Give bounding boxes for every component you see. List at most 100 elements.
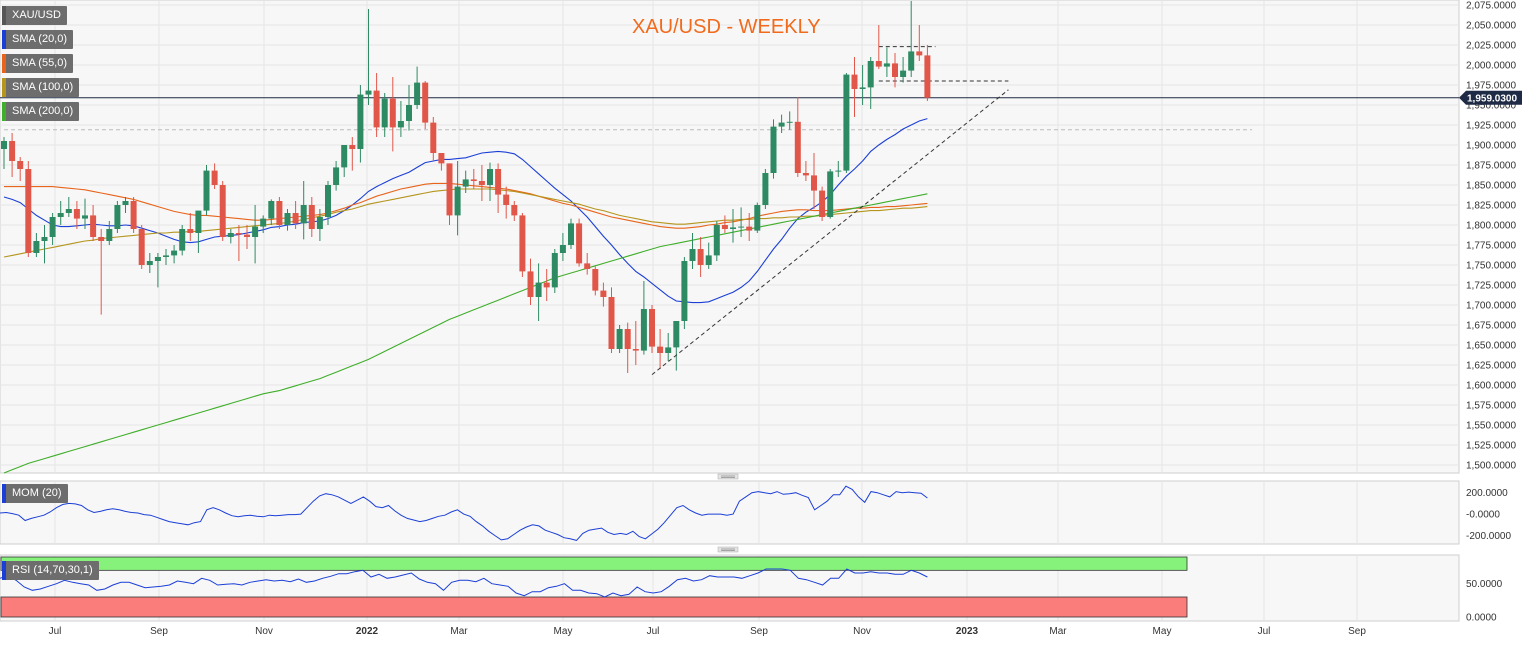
candle-body xyxy=(786,121,793,123)
price-tick-label: 2,025.0000 xyxy=(1466,41,1516,52)
pane-resize-handle-2[interactable] xyxy=(717,546,739,553)
candle-body xyxy=(794,121,801,173)
candle xyxy=(406,85,412,131)
candle-body xyxy=(665,347,672,353)
candle-body xyxy=(673,321,680,348)
candle xyxy=(17,157,24,181)
candle-body xyxy=(924,55,931,98)
legend-momentum[interactable]: MOM (20) xyxy=(2,484,68,503)
candle xyxy=(41,225,48,264)
candle-body xyxy=(584,263,591,269)
legend-sma-200[interactable]: SMA (200,0) xyxy=(2,102,80,121)
candle-body xyxy=(187,229,194,233)
price-tick-label: 1,675.0000 xyxy=(1466,321,1516,332)
candle xyxy=(397,101,404,137)
price-tick-label: 1,850.0000 xyxy=(1466,181,1516,192)
candle xyxy=(179,225,186,256)
rsi-line xyxy=(0,568,928,598)
legend-rsi[interactable]: RSI (14,70,30,1) xyxy=(2,561,99,580)
candle-body xyxy=(138,229,145,265)
candle xyxy=(252,205,259,264)
candle-body xyxy=(738,226,745,228)
candle-body xyxy=(341,145,348,168)
candle-body xyxy=(746,226,753,231)
candle xyxy=(511,201,518,221)
candle-body xyxy=(308,205,315,229)
candle-body xyxy=(73,209,80,219)
time-tick-label: Sep xyxy=(150,626,168,637)
legend-sma-100[interactable]: SMA (100,0) xyxy=(2,78,80,97)
candle-body xyxy=(146,261,153,265)
candle-body xyxy=(284,213,291,225)
candle-body xyxy=(389,98,396,128)
candle-body xyxy=(503,194,510,205)
candle-body xyxy=(203,170,210,211)
candle xyxy=(1,137,7,169)
candle-body xyxy=(397,121,404,128)
candle xyxy=(154,253,161,288)
candle xyxy=(49,213,56,245)
candle-body xyxy=(454,186,461,216)
candle xyxy=(300,181,307,240)
candle xyxy=(333,161,340,191)
momentum-tick-label: 200.0000 xyxy=(1466,488,1508,499)
candle-body xyxy=(268,201,275,219)
time-tick-label: 2023 xyxy=(956,626,979,637)
candle xyxy=(867,57,874,109)
candle xyxy=(568,218,574,249)
candle xyxy=(640,281,647,355)
legend-sma-20[interactable]: SMA (20,0) xyxy=(2,30,74,49)
candle-body xyxy=(713,225,720,256)
rsi-tick-label: 50.0000 xyxy=(1466,579,1503,590)
candle-body xyxy=(90,215,97,237)
candle-body xyxy=(365,90,372,95)
candle-body xyxy=(33,241,40,253)
sma-200-line xyxy=(3,193,928,474)
candle xyxy=(203,165,210,216)
candle-body xyxy=(381,98,388,128)
candle xyxy=(146,253,153,273)
candle xyxy=(381,93,388,137)
candle-body xyxy=(770,126,777,173)
candle xyxy=(211,163,218,189)
candle-body xyxy=(640,309,647,351)
candle-body xyxy=(843,74,850,171)
candle xyxy=(827,169,834,219)
legend-symbol[interactable]: XAU/USD xyxy=(2,6,67,25)
candle xyxy=(778,114,785,133)
candle xyxy=(721,215,728,233)
candle xyxy=(665,333,672,361)
candle xyxy=(519,213,526,277)
candle-body xyxy=(754,205,761,231)
candle xyxy=(535,263,542,321)
momentum-swatch xyxy=(2,484,6,503)
candle xyxy=(454,161,461,236)
last-price-label: 1,959.0300 xyxy=(1467,93,1517,104)
momentum-plot-area xyxy=(0,480,1460,545)
time-tick-label: Jul xyxy=(1258,626,1271,637)
legend-rsi-label: RSI (14,70,30,1) xyxy=(12,564,93,576)
price-tick-label: 1,750.0000 xyxy=(1466,261,1516,272)
candle xyxy=(422,81,429,129)
candle-body xyxy=(875,61,882,67)
candle-body xyxy=(349,145,356,149)
candle-body xyxy=(25,169,32,253)
candle xyxy=(430,117,437,161)
legend-sma-55[interactable]: SMA (55,0) xyxy=(2,54,74,73)
candle xyxy=(559,233,566,261)
candle-body xyxy=(82,215,88,219)
time-tick-label: May xyxy=(554,626,573,637)
candle xyxy=(219,181,226,241)
candle xyxy=(730,209,736,243)
candle xyxy=(608,287,615,353)
candle xyxy=(487,162,493,201)
candle xyxy=(268,199,275,225)
candle xyxy=(762,169,769,209)
candle xyxy=(478,165,485,201)
candle-body xyxy=(802,173,809,176)
pane-resize-handle-1[interactable] xyxy=(717,473,739,480)
candle xyxy=(365,9,372,105)
candle xyxy=(576,218,583,267)
candle xyxy=(697,237,704,277)
